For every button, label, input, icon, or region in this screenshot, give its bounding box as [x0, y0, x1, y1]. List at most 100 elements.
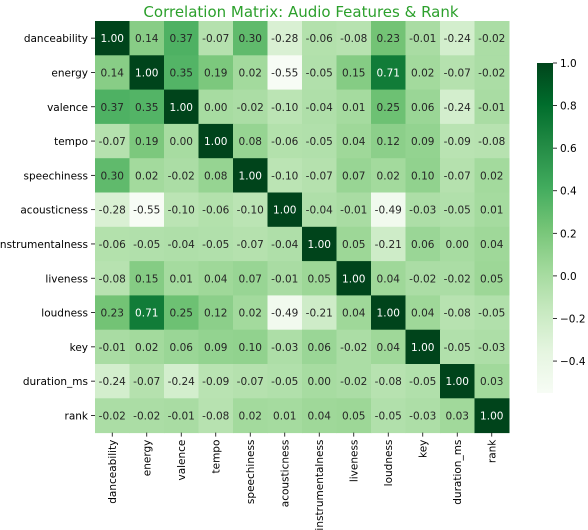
cell-value-label: 0.00 [308, 376, 331, 388]
cell-value-label: 0.23 [377, 33, 400, 45]
cell-value-label: 0.25 [170, 308, 193, 320]
cell-value-label: 0.01 [170, 273, 193, 285]
heatmap-cell [302, 158, 337, 193]
heatmap-cell [336, 89, 372, 125]
cell-value-label: -0.08 [99, 273, 126, 285]
cell-value-label: 0.00 [204, 102, 227, 114]
x-tick-label: valence [176, 440, 188, 481]
cell-value-label: -0.07 [99, 136, 126, 148]
cell-value-label: -0.06 [271, 136, 298, 148]
heatmap-cell [233, 192, 268, 228]
heatmap-cell [440, 158, 475, 193]
heatmap-cell [267, 329, 303, 365]
heatmap-cell [474, 398, 510, 434]
heatmap-cell [95, 364, 130, 399]
cell-value-label: -0.04 [306, 102, 333, 114]
cell-value-label: 0.01 [480, 205, 503, 217]
cell-value-label: 0.71 [135, 308, 158, 320]
cell-value-label: 1.00 [135, 67, 158, 79]
cell-value-label: 0.04 [342, 136, 366, 148]
heatmap-cell [233, 364, 268, 399]
cell-value-label: 0.02 [411, 67, 434, 79]
cell-value-label: -0.55 [133, 205, 160, 217]
cell-value-label: 0.04 [480, 239, 504, 251]
heatmap-cell [405, 398, 441, 434]
heatmap-cell [198, 226, 234, 262]
y-tick-label: key [70, 342, 88, 354]
cell-value-label: 0.02 [135, 342, 158, 354]
heatmap-cell [405, 158, 441, 193]
heatmap-cell [440, 123, 475, 159]
cell-value-label: 0.05 [342, 239, 365, 251]
cell-value-label: -0.04 [271, 239, 298, 251]
cell-value-label: 0.08 [239, 136, 262, 148]
cell-value-label: -0.09 [202, 376, 229, 388]
cell-value-label: -0.07 [237, 239, 264, 251]
y-tick-label: speechiness [24, 170, 88, 182]
cell-value-label: -0.21 [375, 239, 402, 251]
heatmap-cell [302, 329, 337, 365]
cell-value-label: -0.01 [99, 342, 126, 354]
heatmap-cell [474, 192, 510, 228]
cell-value-label: 0.09 [411, 136, 434, 148]
heatmap-cell [371, 55, 406, 91]
cell-value-label: -0.06 [202, 205, 229, 217]
heatmap-cell [267, 158, 303, 193]
heatmap-cell [440, 329, 475, 365]
heatmap-cell [233, 55, 268, 91]
cell-value-label: 0.04 [411, 308, 435, 320]
heatmap-cell [164, 226, 199, 262]
heatmap-cell [440, 261, 475, 296]
cell-value-label: 0.04 [204, 273, 228, 285]
heatmap-cell [371, 364, 406, 399]
heatmap-cell [198, 123, 234, 159]
cell-value-label: -0.28 [99, 205, 126, 217]
heatmap-cell [267, 192, 303, 228]
cell-value-label: 0.05 [480, 273, 503, 285]
heatmap-cell [95, 89, 130, 125]
cell-value-label: -0.04 [306, 205, 333, 217]
cell-value-label: -0.01 [409, 33, 436, 45]
cell-value-label: -0.01 [340, 205, 367, 217]
cell-value-label: 0.10 [411, 170, 434, 182]
cell-value-label: 0.15 [342, 67, 365, 79]
cell-value-label: 0.37 [170, 33, 193, 45]
cell-value-label: 0.25 [377, 102, 400, 114]
heatmap-cell [233, 89, 268, 125]
heatmap-cell [164, 123, 199, 159]
heatmap-cell [164, 55, 199, 91]
heatmap-cell [233, 329, 268, 365]
cell-value-label: 0.03 [480, 376, 503, 388]
cell-value-label: 0.04 [342, 308, 366, 320]
heatmap-cell [164, 261, 199, 296]
heatmap-cell [198, 21, 234, 56]
cell-value-label: -0.24 [168, 376, 195, 388]
cell-value-label: -0.03 [271, 342, 298, 354]
heatmap-cell [405, 261, 441, 296]
heatmap-cell [198, 329, 234, 365]
cell-value-label: -0.05 [409, 376, 436, 388]
heatmap-cell [95, 295, 130, 331]
heatmap-cell [371, 398, 406, 434]
heatmap-cell [371, 21, 406, 56]
cell-value-label: -0.05 [375, 410, 402, 422]
colorbar: 1.0 0.8 0.6 0.4 0.2 0.0 −0.2 −0.4 [537, 58, 586, 393]
cell-value-label: -0.49 [271, 308, 298, 320]
heatmap-cell [198, 398, 234, 434]
heatmap-cell [302, 295, 337, 331]
x-tick-label: instrumentalness [314, 440, 326, 530]
y-tick-label: valence [47, 102, 88, 114]
heatmap-cell [474, 364, 510, 399]
colorbar-tick-label: 0.4 [560, 186, 577, 198]
heatmap-cell [405, 226, 441, 262]
cell-value-label: -0.05 [306, 67, 333, 79]
heatmap-cell [302, 89, 337, 125]
heatmap-cells: 1.00 0.14 0.37 -0.07 0.30 -0.28 -0.06 -0.08 0.23… [95, 21, 510, 434]
heatmap-cell [198, 364, 234, 399]
heatmap-cell [267, 295, 303, 331]
heatmap-cell [405, 364, 441, 399]
heatmap-cell [164, 192, 199, 228]
heatmap-cell [267, 55, 303, 91]
cell-value-label: 1.00 [204, 136, 227, 148]
colorbar-tick-label: 0.8 [560, 101, 577, 113]
